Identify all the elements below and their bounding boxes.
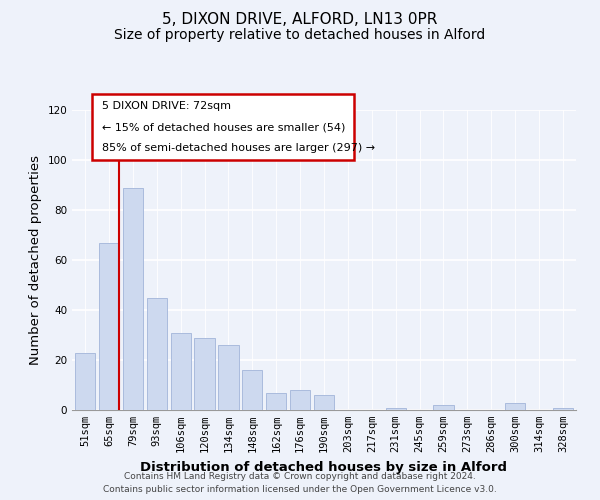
Bar <box>218 345 239 410</box>
Text: Contains HM Land Registry data © Crown copyright and database right 2024.: Contains HM Land Registry data © Crown c… <box>124 472 476 481</box>
Bar <box>433 405 454 410</box>
X-axis label: Distribution of detached houses by size in Alford: Distribution of detached houses by size … <box>140 460 508 473</box>
Bar <box>290 390 310 410</box>
Bar <box>242 370 262 410</box>
Bar <box>553 408 573 410</box>
Text: 5 DIXON DRIVE: 72sqm: 5 DIXON DRIVE: 72sqm <box>102 101 231 111</box>
Text: Contains public sector information licensed under the Open Government Licence v3: Contains public sector information licen… <box>103 485 497 494</box>
Bar <box>314 395 334 410</box>
Bar <box>386 408 406 410</box>
Text: ← 15% of detached houses are smaller (54): ← 15% of detached houses are smaller (54… <box>102 122 346 132</box>
Text: Size of property relative to detached houses in Alford: Size of property relative to detached ho… <box>115 28 485 42</box>
Bar <box>146 298 167 410</box>
Bar <box>505 402 525 410</box>
Bar <box>170 332 191 410</box>
Bar <box>75 352 95 410</box>
Y-axis label: Number of detached properties: Number of detached properties <box>29 155 42 365</box>
FancyBboxPatch shape <box>92 94 354 160</box>
Bar <box>266 392 286 410</box>
Text: 5, DIXON DRIVE, ALFORD, LN13 0PR: 5, DIXON DRIVE, ALFORD, LN13 0PR <box>163 12 437 28</box>
Bar <box>99 242 119 410</box>
Text: 85% of semi-detached houses are larger (297) →: 85% of semi-detached houses are larger (… <box>102 143 376 153</box>
Bar <box>123 188 143 410</box>
Bar <box>194 338 215 410</box>
